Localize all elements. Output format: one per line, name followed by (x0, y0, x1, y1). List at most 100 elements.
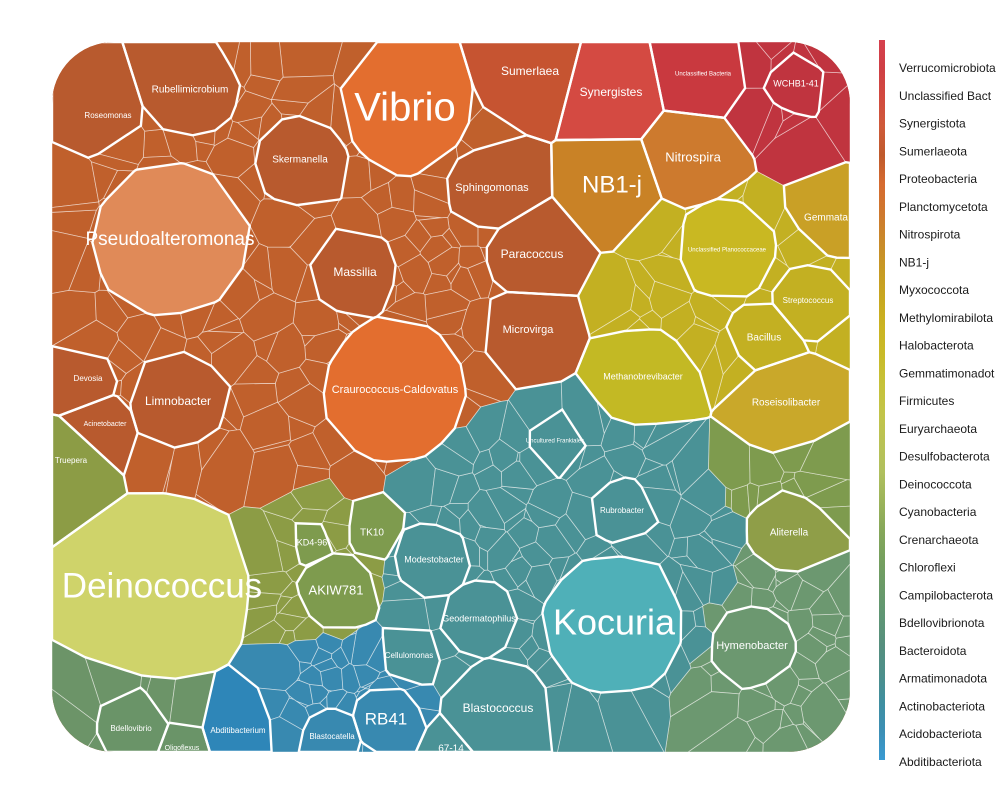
taxon-subcell (249, 198, 316, 248)
cell-label-unclassified-bacteria: Unclassified Bacteria (675, 72, 732, 78)
taxon-subcell (52, 201, 100, 213)
cell-label-paracoccus: Paracoccus (501, 247, 564, 261)
cell-label-microvirga: Microvirga (503, 324, 555, 336)
legend-label-proteobacteria: Proteobacteria (899, 172, 977, 186)
taxon-subcell (266, 322, 307, 374)
legend-label-myxococcota: Myxococcota (899, 283, 969, 297)
taxon-subcell (388, 174, 415, 213)
cell-label-cellulomonas: Cellulomonas (385, 651, 433, 660)
taxon-subcell (278, 42, 343, 78)
cell-label-sumerlaea: Sumerlaea (501, 64, 559, 78)
taxon-subcell (478, 524, 486, 528)
taxon-subcell (338, 322, 353, 335)
legend-label-campilobacterota: Campilobacterota (899, 588, 993, 602)
genus-cell-border (308, 227, 397, 320)
legend-label-unclassified-bact: Unclassified Bact (899, 89, 992, 103)
legend-label-crenarchaeota: Crenarchaeota (899, 533, 979, 547)
cell-label-gemmata: Gemmata (804, 213, 848, 224)
legend-label-bacteroidota: Bacteroidota (899, 644, 967, 658)
genus-cell-border (679, 197, 778, 298)
taxon-subcell (777, 726, 781, 731)
genus-cell-border (297, 707, 363, 752)
cell-label-unclassified-planococcaceae: Unclassified Planococcaceae (688, 248, 767, 254)
cell-label-group: Vibrio Pseudoalteromonas Craurococcus-Cald… (55, 64, 848, 754)
genus-cell-border (52, 42, 144, 159)
cell-label-abditibacterium: Abditibacterium (210, 726, 265, 735)
taxon-subcell (249, 42, 284, 82)
legend-label-bdellovibrionota: Bdellovibrionota (899, 616, 985, 630)
legend: Verrucomicrobiota Unclassified Bact Synerg… (879, 40, 996, 769)
taxon-subcell (259, 491, 304, 521)
taxon-subcell (724, 486, 733, 509)
cell-label-truepera: Truepera (55, 456, 88, 465)
legend-label-cyanobacteria: Cyanobacteria (899, 505, 977, 519)
legend-label-synergistota: Synergistota (899, 117, 966, 131)
cell-label-vibrio: Vibrio (354, 86, 456, 130)
legend-label-methylomirabilota: Methylomirabilota (899, 311, 993, 325)
taxon-subcell (377, 206, 417, 243)
legend-label-euryarchaeota: Euryarchaeota (899, 422, 977, 436)
legend-label-desulfobacterota: Desulfobacterota (899, 450, 990, 464)
cell-label-massilia: Massilia (333, 265, 377, 279)
genus-cell-border (550, 137, 664, 255)
phylum-boundary-group (52, 42, 850, 752)
genus-cell-border (322, 315, 468, 463)
cell-label-aliterella: Aliterella (770, 528, 809, 539)
taxon-subcell (453, 327, 464, 339)
genus-cell-border (120, 42, 242, 137)
cell-label-limnobacter: Limnobacter (145, 394, 211, 408)
taxon-subcell (708, 564, 738, 606)
genus-cell-border (295, 552, 381, 629)
genus-cell-border (710, 605, 798, 691)
cell-label-sphingomonas: Sphingomonas (455, 182, 529, 194)
cell-label-nitrospira: Nitrospira (665, 149, 721, 164)
genus-cell-border (381, 626, 442, 686)
taxon-subcell (578, 444, 605, 470)
taxon-subcell (815, 82, 850, 164)
legend-label-acidobacteriota: Acidobacteriota (899, 727, 982, 741)
legend-label-sumerlaeota: Sumerlaeota (899, 144, 967, 158)
taxon-subcell (649, 280, 693, 319)
legend-label-halobacterota: Halobacterota (899, 339, 974, 353)
taxon-subcell (290, 477, 345, 511)
taxon-subcell (767, 574, 777, 593)
cell-label-modestobacter: Modestobacter (404, 554, 464, 564)
taxon-subcell (385, 292, 427, 323)
taxon-subcell (239, 292, 297, 342)
taxon-subcell (286, 639, 319, 664)
genus-cell-border (541, 555, 683, 694)
cell-label-devosia: Devosia (74, 374, 103, 383)
taxon-subcell (664, 691, 740, 752)
genus-cell-border (254, 114, 350, 207)
cell-label-bdellovibrio: Bdellovibrio (110, 724, 152, 733)
genus-cell-border (782, 160, 850, 260)
genus-cell-border (351, 687, 428, 752)
genus-cell-border (348, 490, 407, 561)
taxon-subcell (745, 736, 764, 752)
taxon-subcell (340, 632, 357, 665)
cell-label-acinetobacter: Acinetobacter (84, 421, 127, 428)
taxon-subcell (326, 688, 348, 710)
legend-label-planctomycetota: Planctomycetota (899, 200, 988, 214)
cell-label-bacillus: Bacillus (747, 333, 781, 344)
taxon-subcell (834, 615, 850, 639)
genus-cell-group (52, 42, 850, 752)
cell-label-skermanella: Skermanella (272, 155, 328, 166)
genus-cell-border (413, 711, 476, 752)
taxon-subcell (298, 665, 323, 687)
taxon-subcell (790, 579, 825, 611)
genus-cell-border (528, 407, 588, 480)
legend-color-bar (879, 40, 885, 760)
cell-label-uncultured-frankiales: Uncultured Frankiales (526, 439, 584, 445)
cell-label-rubellimicrobium: Rubellimicrobium (152, 85, 229, 96)
legend-label-nitrospirota: Nitrospirota (899, 228, 961, 242)
taxon-subcell (811, 613, 844, 637)
legend-label-chloroflexi: Chloroflexi (899, 561, 956, 575)
cell-label-kd4-96: KD4-96 (297, 537, 328, 547)
cell-label-kocuria: Kocuria (553, 602, 676, 643)
genus-cell-border (294, 522, 335, 567)
cell-label-rb41: RB41 (365, 709, 408, 728)
taxon-subcell (458, 245, 487, 269)
taxon-subcell (824, 669, 850, 701)
